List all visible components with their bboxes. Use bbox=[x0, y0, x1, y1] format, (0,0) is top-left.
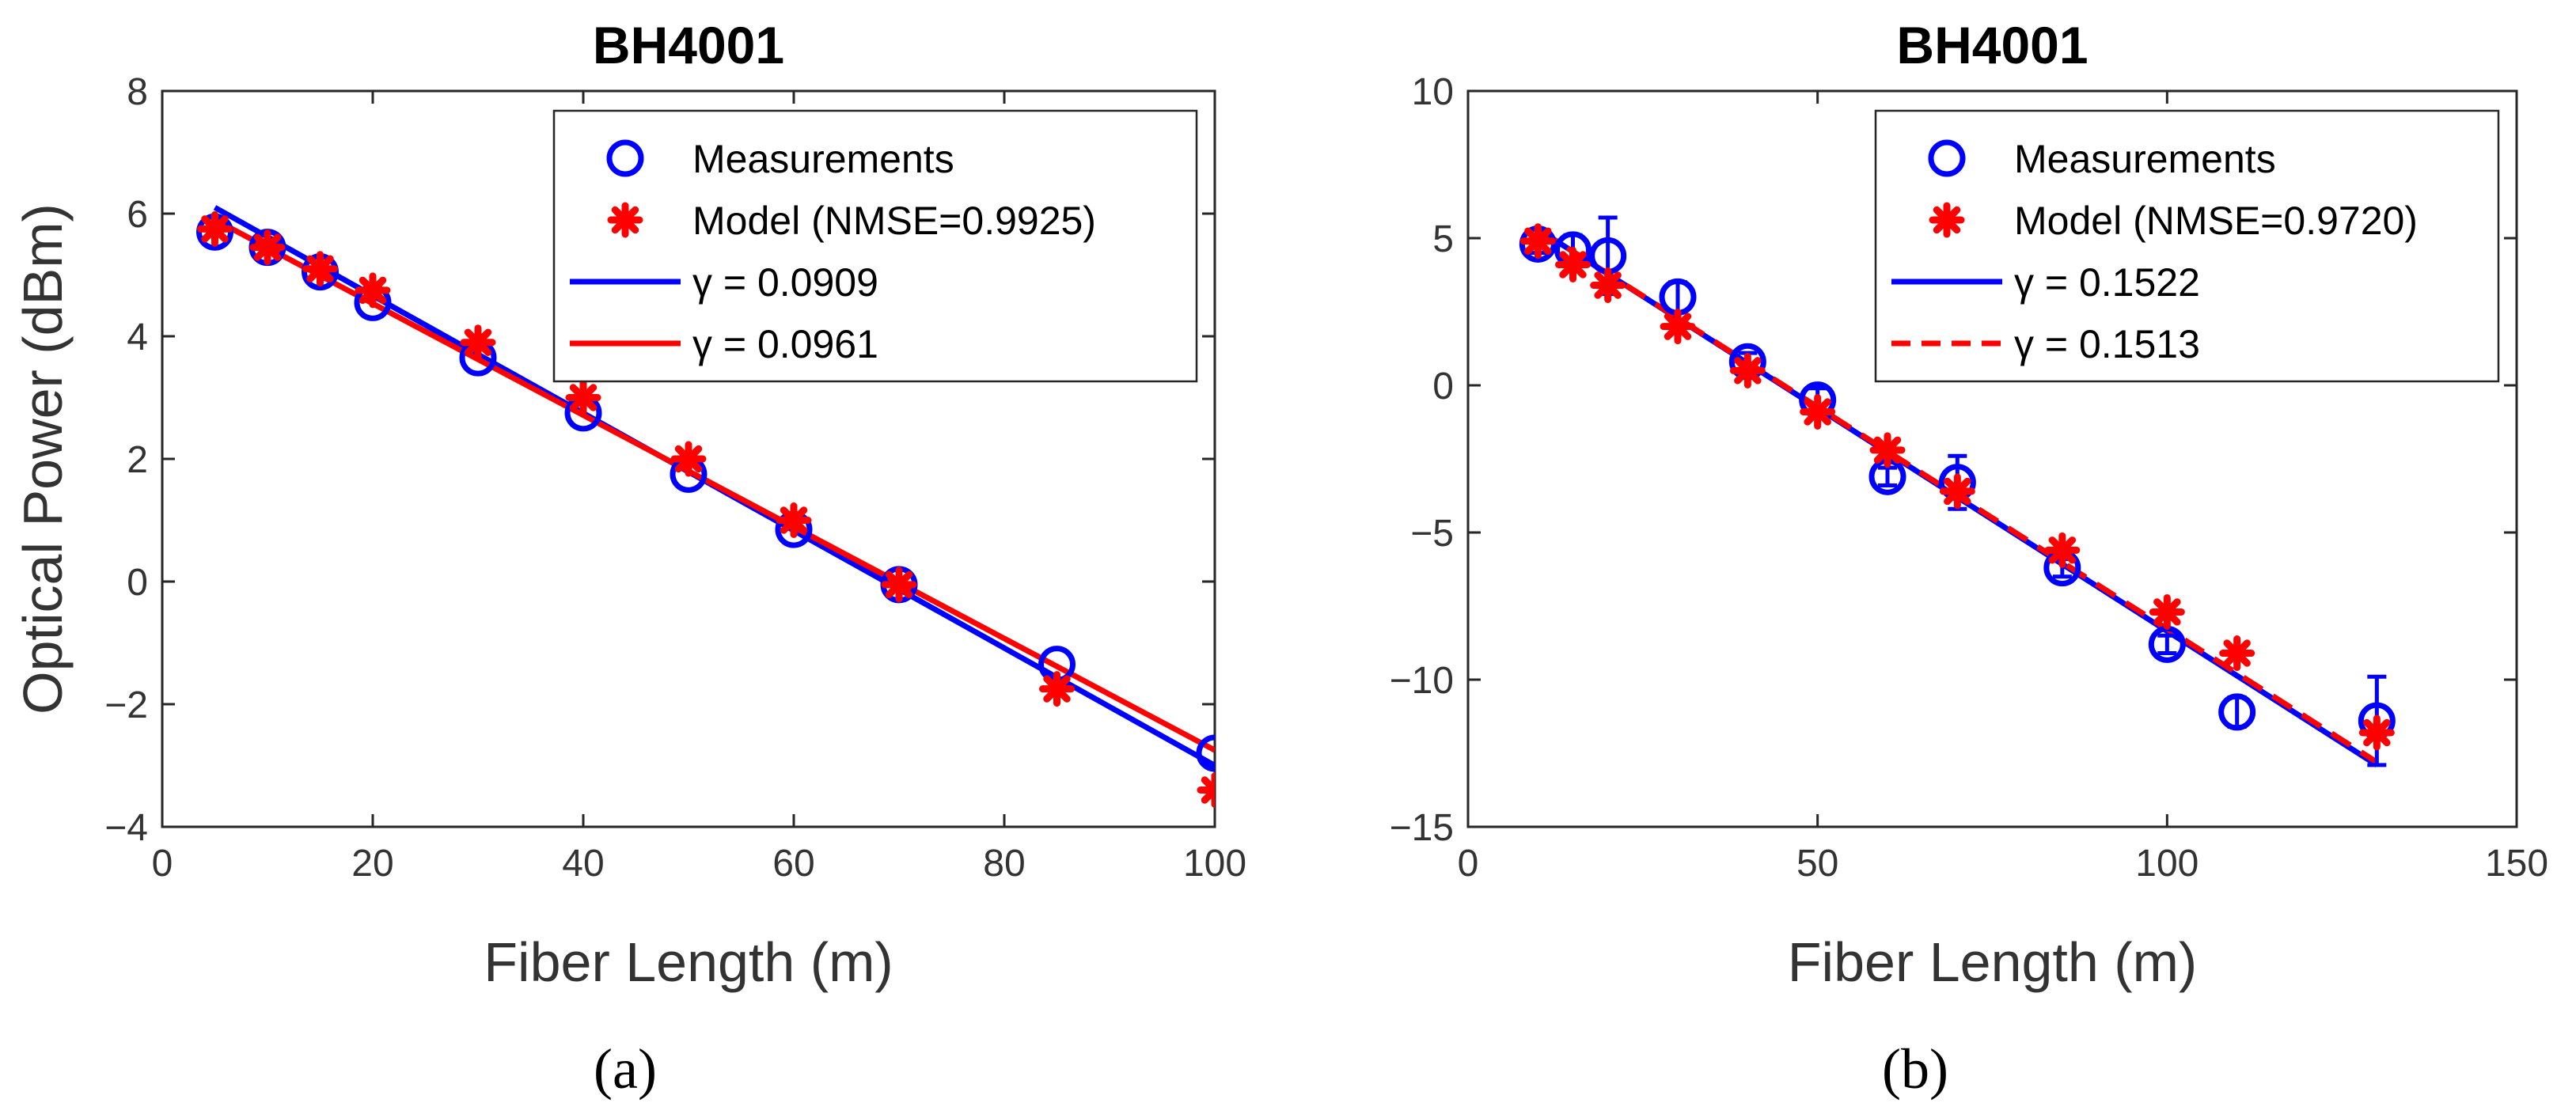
chart-panel-b: BH4001 0 50 100 150 −15 −10 −5 0 5 10 Fiber Length … bbox=[1390, 16, 2548, 1101]
x-axis-label: Fiber Length (m) bbox=[1788, 931, 2197, 993]
x-tick-label: 50 bbox=[1796, 843, 1838, 885]
x-tick-label: 150 bbox=[2485, 843, 2548, 885]
x-tick-label: 100 bbox=[1183, 843, 1246, 885]
plot-area bbox=[196, 205, 1215, 808]
legend: Measurements Model (NMSE=0.9720) γ = 0.152… bbox=[1874, 109, 2500, 383]
model-point bbox=[1555, 246, 1591, 282]
model-point bbox=[565, 380, 601, 415]
model-point bbox=[249, 229, 286, 266]
legend-swatch-circle bbox=[1928, 139, 1966, 177]
chart-title: BH4001 bbox=[593, 16, 784, 74]
model-point bbox=[355, 272, 391, 309]
model-point bbox=[1869, 432, 1906, 468]
x-tick-label: 0 bbox=[1458, 843, 1479, 885]
y-tick-label: −15 bbox=[1390, 807, 1454, 849]
model-point bbox=[2044, 532, 2081, 568]
model-point bbox=[1197, 772, 1215, 808]
legend-swatch-star bbox=[1929, 202, 1965, 238]
legend-label: γ = 0.0909 bbox=[692, 260, 878, 305]
axes-box bbox=[1466, 89, 2518, 828]
y-tick-label: 0 bbox=[127, 562, 148, 604]
model-point bbox=[1939, 473, 1975, 510]
model-point bbox=[881, 567, 917, 603]
model-point bbox=[1800, 393, 1836, 430]
y-axis-label: Optical Power (dBm) bbox=[12, 203, 74, 714]
y-tick-label: 0 bbox=[1432, 366, 1454, 407]
legend-swatch-star bbox=[607, 202, 643, 238]
x-tick-label: 20 bbox=[351, 843, 393, 885]
x-tick-label: 80 bbox=[983, 843, 1025, 885]
model-point bbox=[1590, 267, 1626, 304]
model-point bbox=[197, 210, 233, 247]
measurement-point bbox=[1196, 734, 1215, 772]
y-tick-label: −4 bbox=[104, 807, 148, 849]
y-tick-label: −10 bbox=[1390, 660, 1454, 702]
model-point bbox=[1519, 223, 1556, 260]
y-tick-label: 2 bbox=[127, 439, 148, 481]
legend-box bbox=[1874, 109, 2500, 383]
model-point bbox=[2149, 593, 2185, 630]
x-tick-label: 40 bbox=[562, 843, 604, 885]
panel-caption: (b) bbox=[1882, 1037, 1948, 1101]
x-tick-label: 100 bbox=[2135, 843, 2199, 885]
legend-swatch-circle bbox=[606, 139, 644, 177]
legend-label: Measurements bbox=[692, 137, 954, 181]
model-point bbox=[2358, 714, 2395, 751]
model-point bbox=[2219, 635, 2255, 672]
legend-label: Measurements bbox=[2014, 137, 2276, 181]
legend-label: γ = 0.1522 bbox=[2014, 260, 2200, 305]
legend-label: Model (NMSE=0.9720) bbox=[2014, 199, 2418, 243]
model-point bbox=[1729, 352, 1766, 388]
y-tick-label: −5 bbox=[1410, 513, 1454, 555]
plot-area bbox=[1519, 215, 2396, 767]
x-axis-label: Fiber Length (m) bbox=[484, 931, 893, 993]
x-tick-label: 0 bbox=[152, 843, 173, 885]
model-point bbox=[776, 502, 812, 538]
legend-label: Model (NMSE=0.9925) bbox=[692, 199, 1096, 243]
chart-title: BH4001 bbox=[1896, 16, 2088, 74]
y-tick-label: 5 bbox=[1432, 218, 1454, 260]
measurement-point bbox=[2218, 693, 2256, 731]
y-tick-label: 4 bbox=[127, 316, 148, 358]
x-tick-label: 60 bbox=[772, 843, 814, 885]
chart-panel-a: BH4001 0 20 40 60 80 100 −4 −2 0 2 4 6 8 Fiber Length … bbox=[12, 16, 1246, 1101]
model-point bbox=[460, 324, 496, 361]
legend-label: γ = 0.1513 bbox=[2014, 322, 2200, 366]
y-tick-label: 6 bbox=[127, 194, 148, 236]
legend-box bbox=[552, 109, 1198, 383]
y-tick-label: −2 bbox=[104, 684, 148, 726]
model-point bbox=[1039, 671, 1075, 707]
fit-line-3 bbox=[213, 217, 1215, 753]
legend-label: γ = 0.0961 bbox=[692, 322, 878, 366]
model-point bbox=[302, 251, 338, 287]
y-tick-label: 8 bbox=[127, 71, 148, 113]
legend: Measurements Model (NMSE=0.9925) γ = 0.090… bbox=[552, 109, 1198, 383]
model-point bbox=[670, 441, 707, 477]
model-point bbox=[1660, 309, 1696, 345]
y-tick-label: 10 bbox=[1412, 71, 1454, 113]
panel-caption: (a) bbox=[594, 1037, 657, 1101]
